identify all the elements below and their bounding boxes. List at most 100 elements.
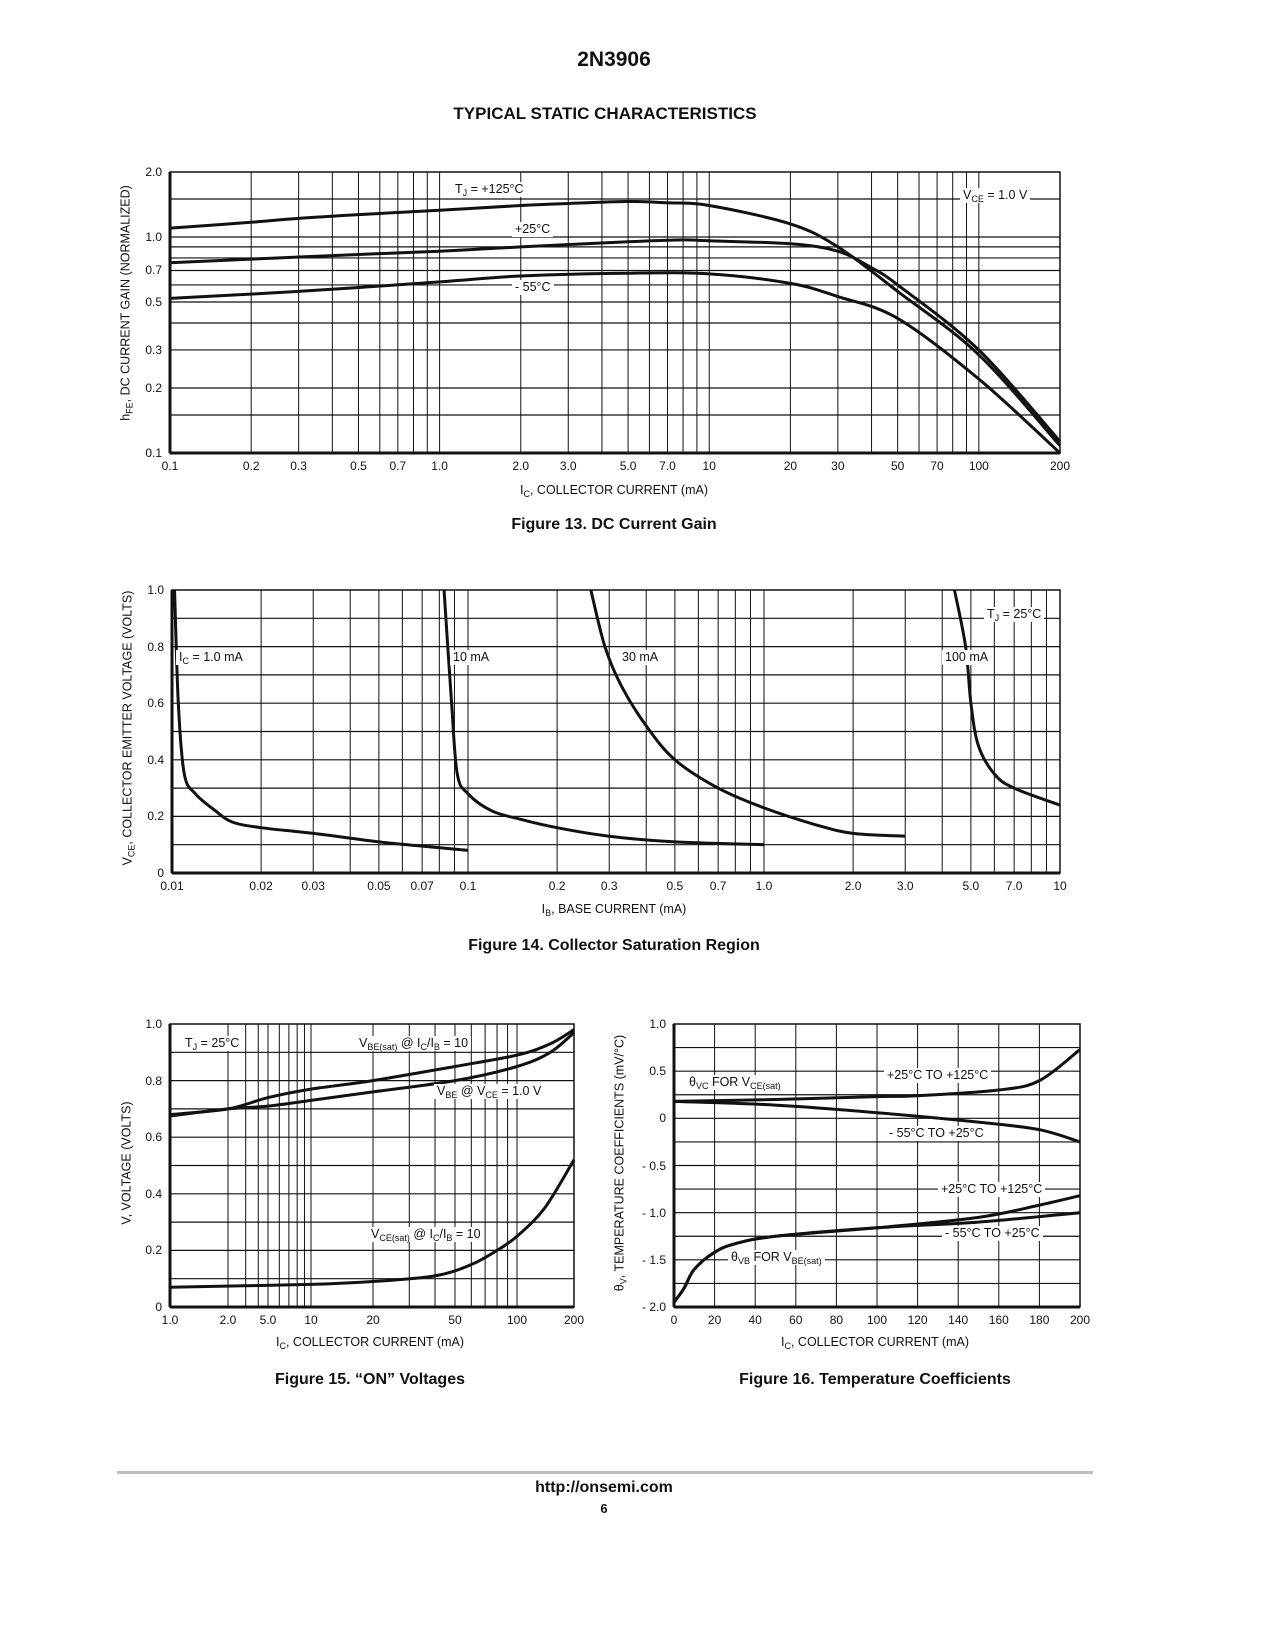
y-tick-label: 0: [157, 866, 164, 880]
x-tick-label: 0.3: [600, 879, 618, 893]
figure-14-caption: Figure 14. Collector Saturation Region: [468, 937, 760, 954]
y-tick-label: 0.5: [145, 295, 162, 310]
curve-annotation-part: BE(sat): [367, 1042, 398, 1052]
y-tick-label: - 2.0: [641, 1300, 666, 1314]
y-axis-label-part: V: [618, 1278, 629, 1285]
curve-annotation: θVC FOR VCE(sat): [686, 1075, 784, 1091]
x-tick-label: 200: [1069, 1313, 1091, 1327]
curve-annotation: TJ = 25°C: [182, 1036, 243, 1052]
y-axis-label-part: h: [118, 413, 133, 421]
y-tick-label: 0: [155, 1300, 162, 1314]
x-tick-label: 3.0: [559, 459, 577, 473]
x-axis-label-part: , COLLECTOR CURRENT (mA): [285, 1335, 465, 1349]
series-line-2: [589, 589, 906, 838]
x-axis-label-part: C: [784, 1341, 791, 1351]
page-number: 6: [600, 1501, 608, 1516]
y-axis-label: V, VOLTAGE (VOLTS): [120, 1101, 135, 1224]
curve-annotation: TJ = 25°C: [984, 607, 1045, 623]
curve-annotation-part: @ I: [409, 1227, 433, 1241]
curve-annotation-part: BE(sat): [791, 1256, 822, 1266]
x-tick-label: 20: [707, 1313, 722, 1327]
x-axis-label: IC, COLLECTOR CURRENT (mA): [276, 1335, 465, 1351]
curve-annotation-part: θ: [689, 1075, 696, 1089]
y-tick-label: 0.4: [145, 1186, 162, 1201]
figure-13-caption: Figure 13. DC Current Gain: [511, 516, 717, 533]
x-tick-label: 10: [702, 459, 716, 473]
curve-annotation-part: J: [994, 613, 1000, 623]
x-tick-label: 0: [670, 1313, 678, 1327]
x-tick-label: 0.2: [548, 879, 566, 893]
y-tick-label: 0.5: [649, 1064, 666, 1079]
x-tick-label: 0.02: [249, 879, 273, 893]
curve-annotation: VBE(sat) @ IC/IB = 10: [356, 1036, 472, 1052]
x-tick-label: 10: [1053, 879, 1067, 893]
x-axis-label-part: , BASE CURRENT (mA): [551, 902, 687, 916]
x-tick-label: 0.2: [242, 459, 260, 473]
curve-annotation-part: CE(sat): [379, 1233, 410, 1243]
y-tick-label: 2.0: [145, 165, 162, 179]
x-tick-label: 180: [1029, 1313, 1050, 1327]
x-tick-label: 5.0: [619, 459, 637, 473]
curve-annotation-part: V: [371, 1227, 380, 1241]
x-tick-label: 200: [563, 1313, 585, 1327]
y-axis-label-part: V, VOLTAGE (VOLTS): [119, 1101, 134, 1225]
x-tick-label: 2.0: [844, 879, 862, 893]
curve-annotation-part: CE(sat): [750, 1081, 781, 1091]
x-axis-label: IC, COLLECTOR CURRENT (mA): [520, 483, 708, 499]
y-axis-label-part: FE: [124, 402, 135, 414]
x-tick-label: 50: [890, 459, 905, 473]
curve-annotation-part: = 1.0 mA: [188, 650, 243, 664]
y-tick-label: 0.6: [145, 1130, 162, 1145]
curve-annotation-part: I: [179, 650, 183, 664]
curve-annotation-part: - 55°C TO +25°C: [945, 1226, 1040, 1240]
curve-annotation-part: V: [963, 188, 972, 202]
x-tick-label: 120: [907, 1313, 928, 1327]
y-tick-label: 1.0: [145, 1017, 162, 1031]
curve-annotation-part: T: [185, 1036, 193, 1050]
x-tick-label: 160: [988, 1313, 1009, 1327]
curve-annotation-part: = 1.0 V: [983, 188, 1028, 202]
curve-annotation-part: - 55°C: [515, 280, 551, 294]
y-tick-label: 1.0: [649, 1017, 666, 1031]
y-tick-label: 0.8: [147, 639, 164, 654]
x-axis-label-part: I: [541, 902, 546, 916]
y-tick-label: - 1.0: [641, 1205, 666, 1220]
y-tick-label: 0.2: [145, 380, 162, 395]
y-tick-label: - 1.5: [641, 1252, 666, 1267]
series-line-0: [169, 199, 1062, 447]
series-line-2: [169, 271, 1062, 455]
curve-annotation-part: +25°C TO +125°C: [941, 1182, 1043, 1196]
x-tick-label: 0.1: [459, 879, 477, 893]
x-tick-label: 0.3: [290, 459, 307, 473]
y-axis-label: VCE, COLLECTOR EMITTER VOLTAGE (VOLTS): [120, 590, 137, 866]
x-tick-label: 100: [968, 459, 989, 473]
curve-annotation-part: = 25°C: [999, 607, 1042, 621]
curve-annotation-part: = +125°C: [467, 182, 524, 196]
x-tick-label: 50: [448, 1313, 462, 1327]
x-axis-label-part: , COLLECTOR CURRENT (mA): [790, 1335, 970, 1349]
y-tick-label: 1.0: [147, 583, 164, 597]
x-tick-label: 0.5: [666, 879, 684, 893]
x-tick-label: 0.7: [389, 459, 407, 473]
series-line-1: [673, 1099, 1081, 1144]
footer-url-link[interactable]: http://onsemi.com: [535, 1479, 673, 1496]
curve-annotation-part: 100 mA: [945, 650, 989, 664]
curve-annotation-part: = 25°C: [197, 1036, 240, 1050]
curve-annotation: 100 mA: [942, 650, 992, 665]
curve-annotation-part: C: [420, 1042, 427, 1052]
curve-annotation: VCE = 1.0 V: [960, 188, 1031, 204]
y-tick-label: 0.1: [145, 446, 162, 460]
y-axis-label-part: CE: [126, 844, 137, 858]
y-axis-label-part: , COLLECTOR EMITTER VOLTAGE (VOLTS): [120, 590, 135, 845]
x-axis-label-part: C: [279, 1341, 286, 1351]
x-tick-label: 1.0: [431, 459, 448, 473]
curve-annotation-part: J: [462, 188, 468, 198]
page-title: 2N3906: [577, 48, 651, 71]
series-line-1: [169, 238, 1062, 443]
section-title: TYPICAL STATIC CHARACTERISTICS: [453, 104, 757, 123]
curve-annotation-part: = 10: [452, 1227, 481, 1241]
x-axis-label-part: B: [545, 908, 552, 918]
curve-annotation-part: - 55°C TO +25°C: [889, 1126, 984, 1140]
x-tick-label: 7.0: [659, 459, 676, 473]
